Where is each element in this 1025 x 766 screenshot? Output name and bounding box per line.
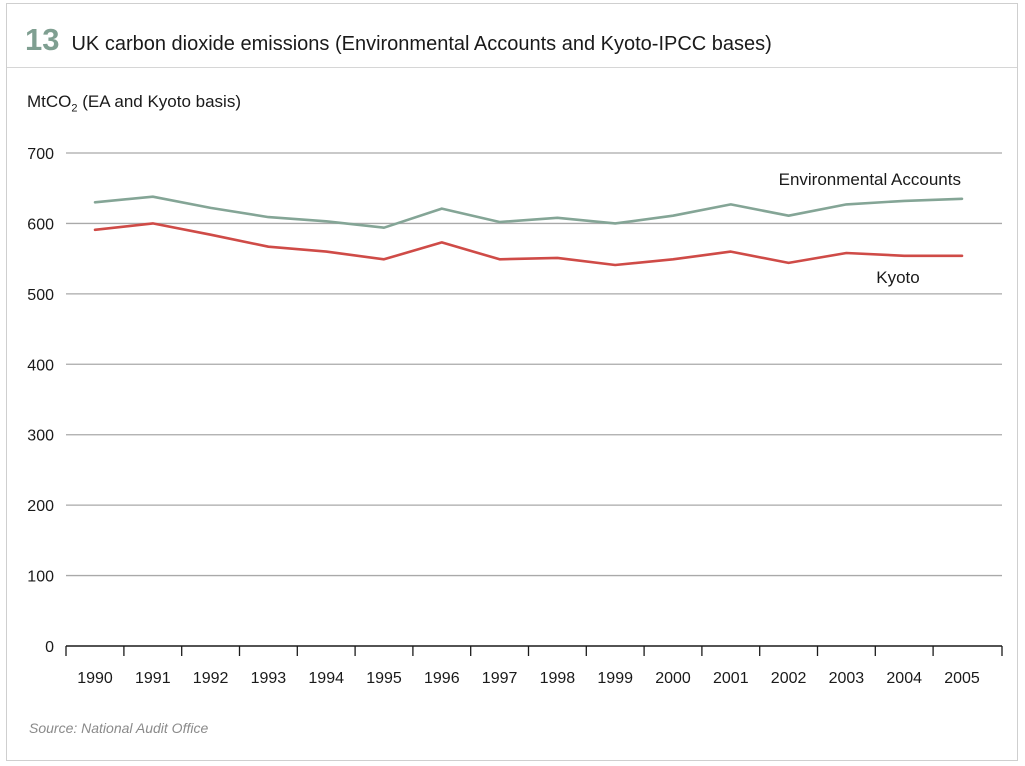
- x-tick-label-2004: 2004: [886, 670, 922, 687]
- y-tick-label-400: 400: [27, 357, 54, 374]
- series-line-environmental-accounts: [93, 195, 964, 229]
- x-tick-label-1992: 1992: [193, 670, 229, 687]
- x-tick-label-1990: 1990: [77, 670, 113, 687]
- y-tick-label-200: 200: [27, 498, 54, 515]
- x-tick-label-2005: 2005: [944, 670, 980, 687]
- x-tick-label-1999: 1999: [597, 670, 633, 687]
- x-tick-label-1998: 1998: [540, 670, 576, 687]
- chart-frame: 13 UK carbon dioxide emissions (Environm…: [6, 3, 1018, 761]
- y-tick-label-600: 600: [27, 216, 54, 233]
- y-tick-label-300: 300: [27, 428, 54, 445]
- chart-title-row: 13 UK carbon dioxide emissions (Environm…: [25, 22, 772, 58]
- y-axis-label-rest: (EA and Kyoto basis): [77, 92, 241, 111]
- y-tick-label-500: 500: [27, 287, 54, 304]
- series-label-environmental-accounts: Environmental Accounts: [779, 170, 961, 189]
- x-tick-label-1991: 1991: [135, 670, 171, 687]
- title-divider: [7, 67, 1017, 68]
- x-tick-label-2000: 2000: [655, 670, 691, 687]
- x-tick-label-1997: 1997: [482, 670, 518, 687]
- y-tick-label-700: 700: [27, 146, 54, 163]
- chart-title: UK carbon dioxide emissions (Environment…: [71, 33, 772, 55]
- y-tick-label-0: 0: [45, 639, 54, 656]
- x-tick-label-1994: 1994: [308, 670, 344, 687]
- y-axis-label-main: MtCO: [27, 92, 72, 111]
- y-axis-label: MtCO2 (EA and Kyoto basis): [27, 92, 241, 114]
- y-tick-label-100: 100: [27, 569, 54, 586]
- x-tick-label-2002: 2002: [771, 670, 807, 687]
- x-tick-label-1995: 1995: [366, 670, 402, 687]
- x-tick-label-2001: 2001: [713, 670, 749, 687]
- series-line-kyoto: [93, 222, 964, 267]
- source-note: Source: National Audit Office: [29, 720, 209, 736]
- figure-number: 13: [25, 22, 60, 57]
- x-tick-label-1996: 1996: [424, 670, 460, 687]
- series-label-kyoto: Kyoto: [876, 268, 919, 287]
- x-tick-label-2003: 2003: [829, 670, 865, 687]
- x-tick-label-1993: 1993: [251, 670, 287, 687]
- y-axis-label-subscript: 2: [71, 102, 78, 115]
